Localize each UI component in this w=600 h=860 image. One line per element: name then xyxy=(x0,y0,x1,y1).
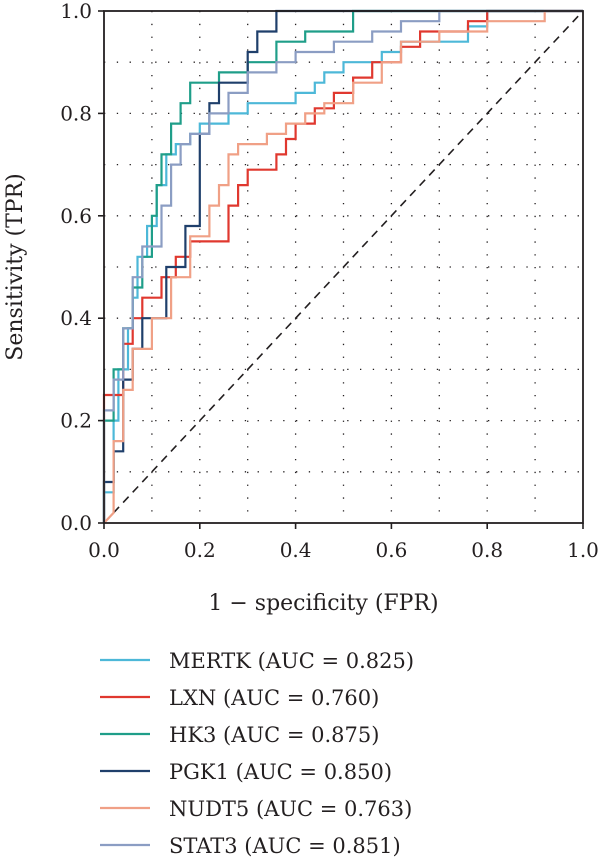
x-tick-label: 0.4 xyxy=(280,538,312,562)
x-tick-label: 0.8 xyxy=(471,538,503,562)
x-tick-label: 0.6 xyxy=(375,538,407,562)
x-tick-label: 0.2 xyxy=(184,538,216,562)
legend-label: MERTK (AUC = 0.825) xyxy=(169,649,414,673)
y-tick-label: 1.0 xyxy=(60,0,92,23)
legend-item: MERTK (AUC = 0.825) xyxy=(100,649,414,673)
y-tick-label: 0.0 xyxy=(60,511,92,535)
plot-frame xyxy=(103,10,584,524)
legend-label: NUDT5 (AUC = 0.763) xyxy=(169,797,412,821)
y-tick-label: 0.6 xyxy=(60,204,92,228)
x-axis-title: 1 − specificity (FPR) xyxy=(208,591,438,616)
roc-curve-nudt5 xyxy=(103,9,583,524)
legend-item: NUDT5 (AUC = 0.763) xyxy=(100,797,412,821)
x-tick-label: 1.0 xyxy=(567,538,599,562)
legend-label: HK3 (AUC = 0.875) xyxy=(169,723,379,747)
roc-curves xyxy=(102,9,583,524)
legend-item: PGK1 (AUC = 0.850) xyxy=(100,760,392,784)
y-tick-label: 0.4 xyxy=(60,306,92,330)
axis-ticks: 0.0 0.2 0.4 0.6 0.8 1.0 0.0 0.2 0.4 0.6 0.8 1.0 xyxy=(60,0,599,562)
legend-label: STAT3 (AUC = 0.851) xyxy=(169,834,401,858)
legend-item: HK3 (AUC = 0.875) xyxy=(100,723,379,747)
diagonal-reference-line xyxy=(103,10,584,524)
legend-label: PGK1 (AUC = 0.850) xyxy=(169,760,392,784)
y-axis-title: Sensitivity (TPR) xyxy=(3,173,28,360)
legend: MERTK (AUC = 0.825) LXN (AUC = 0.760) HK3 … xyxy=(100,649,414,858)
x-tick-label: 0.0 xyxy=(88,538,120,562)
legend-item: LXN (AUC = 0.760) xyxy=(100,686,379,710)
legend-item: STAT3 (AUC = 0.851) xyxy=(100,834,401,858)
y-tick-label: 0.8 xyxy=(60,101,92,125)
legend-label: LXN (AUC = 0.760) xyxy=(169,686,379,710)
y-tick-label: 0.2 xyxy=(60,409,92,433)
roc-curve-stat3 xyxy=(102,9,583,523)
